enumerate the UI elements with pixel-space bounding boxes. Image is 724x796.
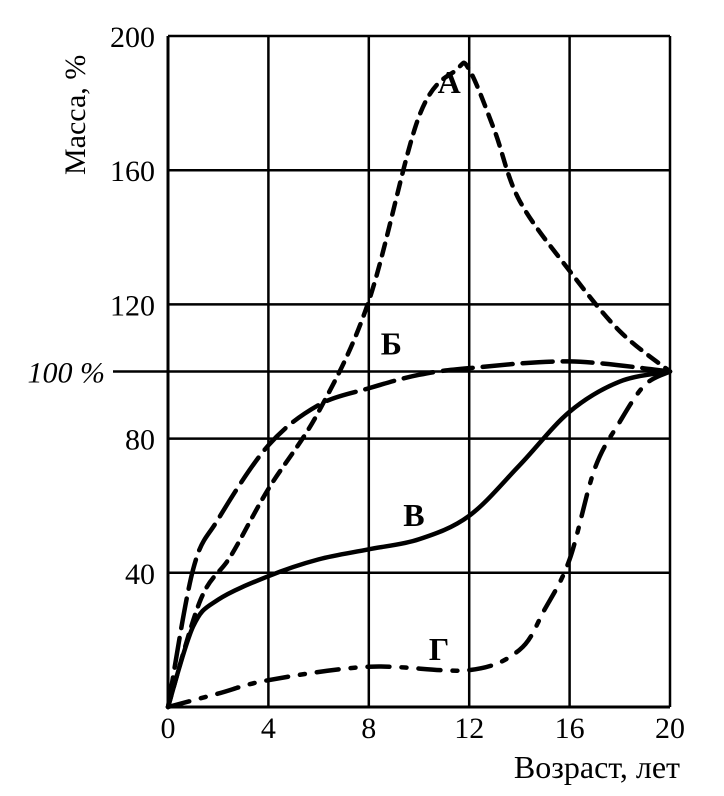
x-tick-label: 4 [261, 712, 276, 745]
x-tick-label: 20 [655, 712, 685, 745]
series-label: В [403, 497, 424, 533]
y-tick-label: 40 [125, 558, 155, 591]
x-tick-label: 16 [555, 712, 585, 745]
x-tick-label: 12 [454, 712, 484, 745]
series-group [165, 60, 673, 710]
y-tick-label: 160 [110, 155, 155, 188]
series-line-long-dash [165, 359, 673, 710]
series-line-solid [165, 369, 673, 710]
y-tick-label: 80 [125, 424, 155, 457]
y-tick-label: 200 [110, 21, 155, 54]
x-tick-label: 8 [361, 712, 376, 745]
series-labels: А Б В Г [381, 64, 461, 667]
x-axis-label: Возраст, лет [514, 749, 680, 785]
series-line-dash-dot [165, 369, 673, 710]
series-label: А [438, 64, 461, 100]
x-tick-label: 0 [161, 712, 176, 745]
tick-labels: 0 4 8 12 16 20 40 80 120 160 200 100 % [28, 21, 686, 745]
reference-line-label: 100 % [28, 357, 106, 390]
series-label: Б [381, 326, 402, 362]
series-label: Г [429, 631, 449, 667]
series-line-short-dash [165, 60, 673, 710]
y-tick-label: 120 [110, 289, 155, 322]
y-axis-label: Масса, % [59, 55, 92, 175]
